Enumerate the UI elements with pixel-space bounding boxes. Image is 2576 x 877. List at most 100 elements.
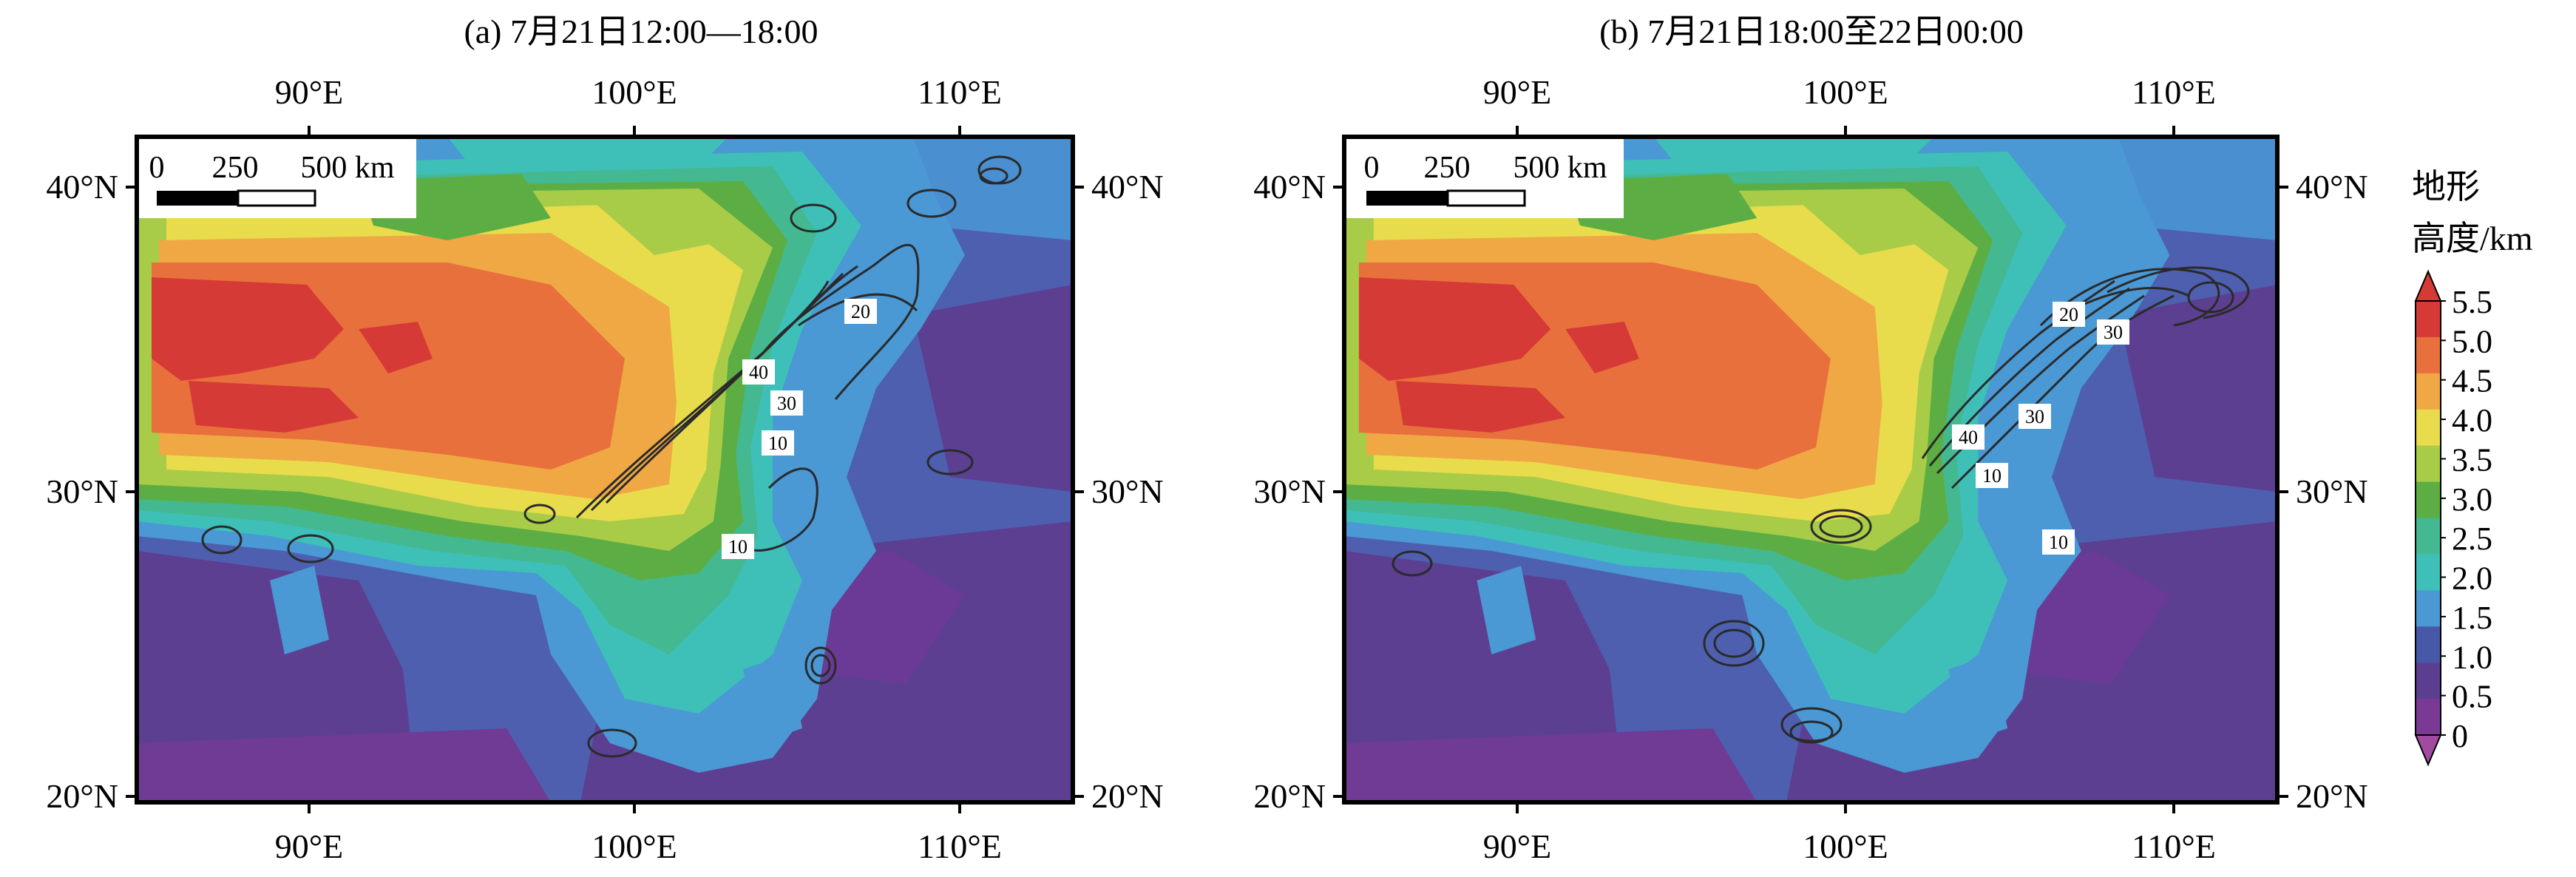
x-tick-label: 100°E [592,827,677,865]
panel-a-contour-label: 10 [728,536,748,558]
scale-label-500: 500 km [300,151,395,185]
panel-b-contour-label: 10 [2049,532,2068,553]
panel-b-contour-label: 30 [2104,322,2123,343]
colorbar-frame [2415,300,2441,736]
y-tick-label: 30°N [2296,473,2368,510]
panel-b-contour-label-bg [2042,529,2075,555]
panel-a-y-left-labels: 40°N 30°N 20°N [46,168,118,815]
x-tick-label: 90°E [275,73,344,111]
panel-a-contour-label-bg [722,534,754,559]
x-tick-label: 110°E [918,73,1002,111]
panel-b-contour-label: 40 [1959,427,1978,448]
panel-a-title: (a) 7月21日12:00—18:00 [464,13,818,50]
panel-b-contour-label: 30 [2025,406,2044,427]
colorbar-segment [2416,481,2441,518]
x-tick-label: 90°E [275,827,344,865]
colorbar-tick-label: 2.5 [2452,521,2492,557]
panel-b-contour-labels: 20 30 40 30 10 10 [1952,302,2129,555]
colorbar-title-line2: 高度/km [2412,220,2533,257]
scale-label-250: 250 [1424,151,1471,185]
panel-a-y-right-labels: 40°N 30°N 20°N [1091,168,1164,815]
y-tick-label: 20°N [2296,777,2368,815]
colorbar-over-triangle [2414,269,2442,302]
colorbar-labels: 5.55.0 4.54.03.53.02.5 2.01.51.0 0.50 [2441,284,2492,754]
colorbar-segment [2416,445,2441,483]
scale-label-500: 500 km [1513,151,1607,185]
x-tick-label: 110°E [918,827,1002,865]
x-tick-label: 100°E [1803,827,1888,865]
panel-b-contour-label: 20 [2059,304,2078,325]
panel-a-x-top-labels: 90°E 100°E 110°E [275,73,1002,111]
panel-b-contour-label-bg [2097,319,2129,345]
y-tick-label: 40°N [1091,168,1164,206]
y-tick-label: 30°N [1253,473,1326,510]
y-tick-label: 30°N [46,473,118,510]
colorbar-tick-label: 0 [2452,718,2468,754]
panel-b-terrain-map [1344,137,2277,802]
colorbar-tick-label: 5.5 [2452,284,2492,320]
panel-a-ticks [126,126,1084,813]
panel-b-x-bottom-labels: 90°E 100°E 110°E [1483,827,2216,865]
x-tick-label: 110°E [2132,73,2216,111]
panel-a-contour-label-bg [770,390,803,416]
x-tick-label: 110°E [2132,827,2216,865]
panel-b-x-top-labels: 90°E 100°E 110°E [1483,73,2216,111]
panel-b-ticks [1333,126,2288,813]
panel-b-contour-label-bg [2053,302,2085,327]
scale-label-0: 0 [149,151,165,185]
colorbar-title-line1: 地形 [2412,168,2480,206]
colorbar-segment [2416,554,2441,591]
colorbar-tick-label: 0.5 [2452,679,2492,715]
colorbar-segment [2416,518,2441,555]
colorbar-segment [2416,590,2441,627]
panel-a: (a) 7月21日12:00—18:00 20 [46,13,1163,865]
colorbar-tick-label: 1.5 [2452,600,2492,636]
colorbar-tick-label: 3.0 [2452,481,2492,518]
panel-a-contour-label-bg [844,299,877,324]
colorbar-segments [2416,301,2441,736]
panel-b-contour-label-bg [1952,424,1984,450]
panel-a-contour-labels: 20 40 30 10 10 [722,299,877,559]
panel-b-y-right-labels: 40°N 30°N 20°N [2296,168,2368,815]
panel-b-frame [1342,135,2280,805]
colorbar-tick-label: 2.0 [2452,561,2492,597]
y-tick-label: 40°N [2296,168,2368,206]
y-tick-label: 20°N [1253,777,1326,815]
scale-label-250: 250 [212,151,259,185]
panel-b: (b) 7月21日18:00至22日00:00 20 30 40 [1253,13,2367,865]
colorbar-segment [2416,301,2441,338]
colorbar-segment [2416,336,2441,374]
colorbar-tick-label: 1.0 [2452,639,2492,675]
panel-a-frame [135,135,1075,805]
panel-a-contour-label: 20 [851,301,870,322]
colorbar-tick-label: 5.0 [2452,323,2492,359]
panel-b-y-left-labels: 40°N 30°N 20°N [1253,168,1326,815]
panel-b-contour-label-bg [2019,404,2051,429]
x-tick-label: 90°E [1483,827,1552,865]
colorbar-tick-label: 4.0 [2452,402,2492,438]
panel-b-title: (b) 7月21日18:00至22日00:00 [1599,13,2024,50]
scale-label-0: 0 [1364,151,1380,185]
x-tick-label: 100°E [1803,73,1888,111]
colorbar-under-triangle [2414,734,2442,767]
colorbar-segment [2416,373,2441,410]
panel-a-scale-bar: 0 250 500 km [137,137,416,218]
colorbar-segment [2416,699,2441,736]
y-tick-label: 20°N [46,777,118,815]
panel-b-scale-bar: 0 250 500 km [1344,137,1624,218]
colorbar-segment [2416,626,2441,663]
x-tick-label: 100°E [592,73,677,111]
panel-a-contour-label: 40 [749,362,768,383]
y-tick-label: 40°N [46,168,118,206]
panel-a-x-bottom-labels: 90°E 100°E 110°E [275,827,1002,865]
colorbar-segment [2416,409,2441,447]
panel-b-contour-label-bg [1976,463,2008,488]
colorbar-tick-label: 3.5 [2452,441,2492,478]
y-tick-label: 20°N [1091,777,1164,815]
colorbar-segment [2416,663,2441,700]
panel-a-contour-label-bg [742,359,775,385]
colorbar-tick-label: 4.5 [2452,363,2492,399]
y-tick-label: 40°N [1253,168,1326,206]
panel-a-contour-label: 10 [768,433,787,454]
